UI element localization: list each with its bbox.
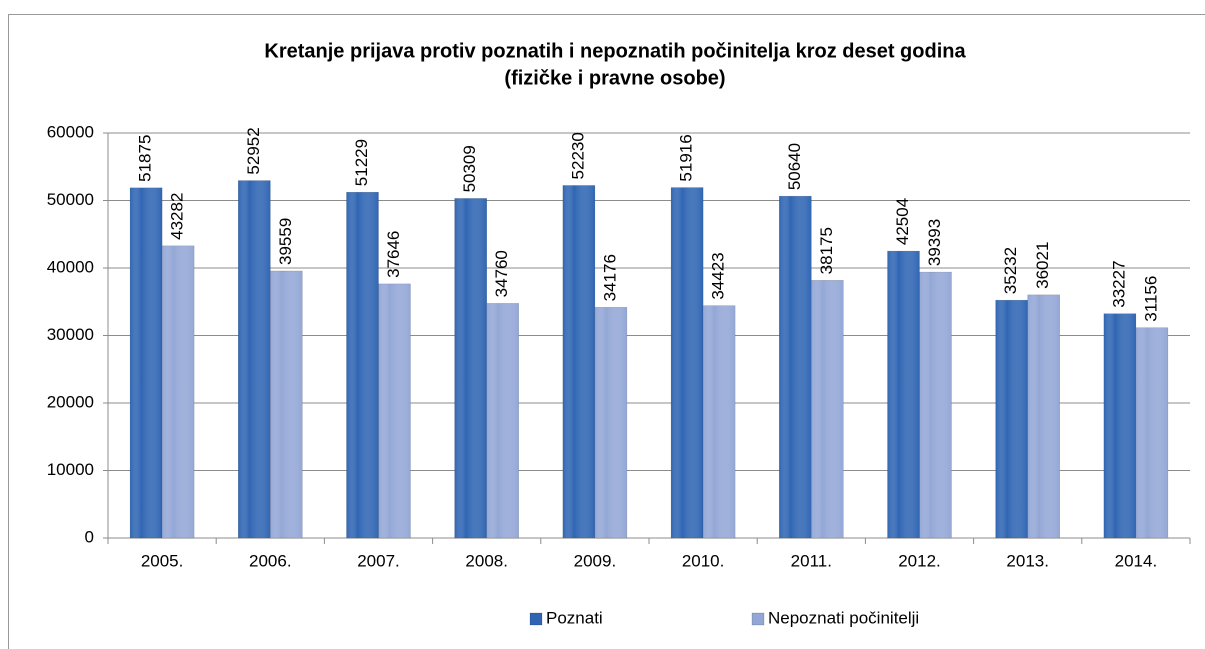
bar [995,299,1028,539]
chart-border [8,14,1205,649]
data-label: 31156 [1141,276,1160,322]
data-label: 39559 [276,218,295,265]
bar [1103,313,1137,539]
bar [670,187,704,539]
bar [238,180,271,539]
data-label: 50640 [785,143,804,190]
data-label: 37646 [384,231,403,278]
data-label: 51875 [136,135,155,182]
data-label: 33227 [1109,260,1128,307]
data-label: 51229 [352,139,371,186]
legend-swatch [751,612,765,626]
bar [378,283,411,539]
bar [270,270,303,539]
data-label: 43282 [168,193,187,240]
legend-label: Nepoznati počinitelji [768,608,919,627]
bar [1135,327,1169,539]
bar [887,250,920,539]
chart-title: (fizičke i pravne osobe) [504,67,725,89]
bar [594,307,628,539]
x-tick-label: 2012. [898,551,941,570]
data-label: 50309 [460,145,479,192]
bar [779,195,812,539]
bar [486,303,519,539]
bar [161,245,195,539]
y-tick-label: 20000 [47,392,94,411]
data-label: 39393 [925,219,944,266]
bar [919,271,952,539]
data-label: 34176 [600,254,619,301]
x-tick-label: 2006. [249,551,292,570]
bar [562,185,596,539]
data-label: 52952 [244,127,263,174]
y-tick-label: 60000 [47,122,94,141]
data-label: 34760 [492,250,511,297]
bar [129,187,163,539]
x-tick-label: 2010. [682,551,725,570]
data-label: 36021 [1033,242,1052,289]
bar [702,305,736,539]
x-tick-label: 2014. [1115,551,1158,570]
data-label: 38175 [817,227,836,274]
x-tick-label: 2008. [465,551,508,570]
bar [454,198,487,539]
y-tick-label: 50000 [47,190,94,209]
x-tick-label: 2009. [574,551,617,570]
y-tick-label: 40000 [47,257,94,276]
data-label: 52230 [568,132,587,179]
data-label: 35232 [1001,247,1020,294]
y-tick-label: 0 [85,527,94,546]
bar [1027,294,1060,539]
x-tick-label: 2011. [791,551,832,570]
x-tick-label: 2013. [1006,551,1049,570]
chart-title: Kretanje prijava protiv poznatih i nepoz… [264,40,966,62]
legend-swatch [529,612,543,626]
bar [811,280,844,539]
y-tick-label: 30000 [47,325,94,344]
bar [346,191,379,539]
data-label: 51916 [677,134,696,181]
x-tick-label: 2007. [357,551,400,570]
data-label: 42504 [893,198,912,245]
data-label: 34423 [709,252,728,299]
y-tick-label: 10000 [47,460,94,479]
x-tick-label: 2005. [141,551,184,570]
legend-label: Poznati [546,608,603,627]
